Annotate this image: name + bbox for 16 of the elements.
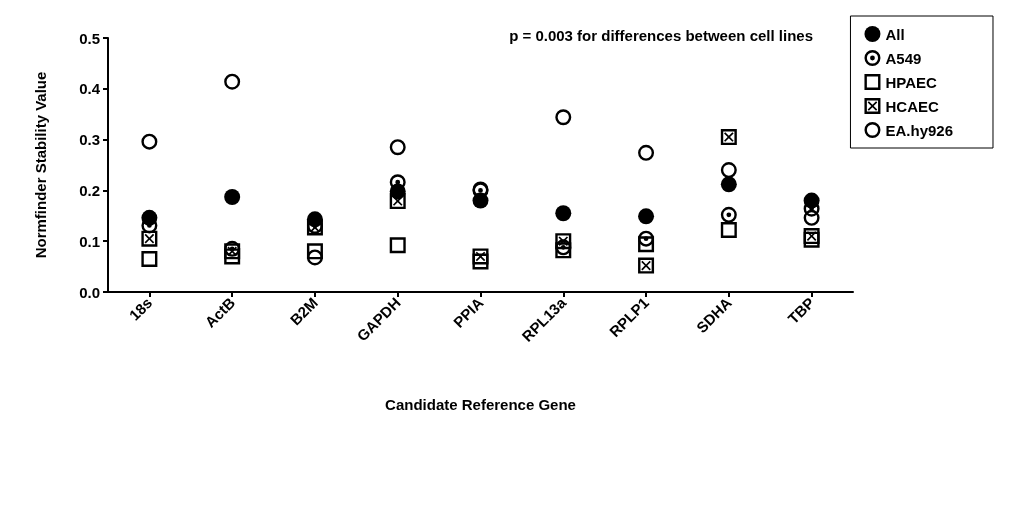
annotation: p = 0.003 for differences between cell lines [509,27,813,44]
y-tick-label: 0.1 [79,232,100,250]
legend-label: All [885,25,905,43]
legend-label: A549 [885,49,922,67]
y-axis-title: Normfinder Stability Value [32,71,49,259]
y-tick-label: 0.5 [79,29,100,47]
x-axis-title: Candidate Reference Gene [385,396,576,413]
legend-label: EA.hy926 [885,121,954,139]
legend-label: HPAEC [885,73,938,91]
y-tick-label: 0.4 [79,80,101,98]
y-tick-label: 0.2 [79,181,100,199]
legend-label: HCAEC [885,97,939,115]
x-tick-label: 18s [125,293,156,324]
y-tick-label: 0.0 [79,283,100,301]
y-tick-label: 0.3 [79,131,100,149]
x-tick-label: TBP [784,293,818,328]
